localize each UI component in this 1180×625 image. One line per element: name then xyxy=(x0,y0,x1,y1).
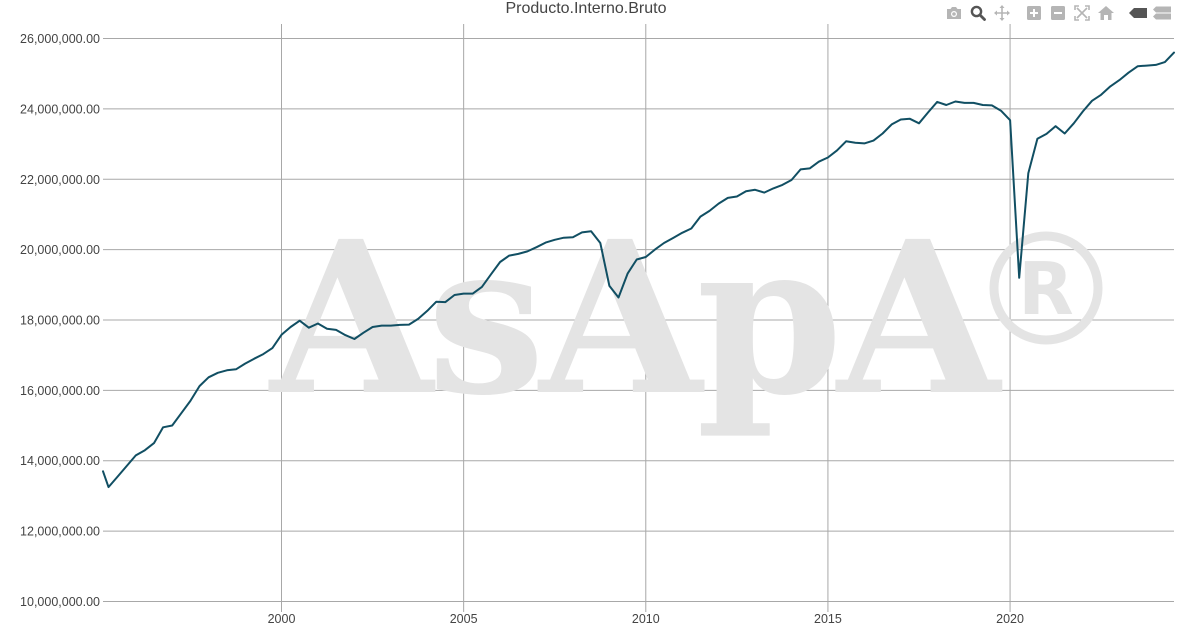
y-tick-label: 24,000,000.00 xyxy=(20,102,100,116)
registered-mark-letter: R xyxy=(1018,247,1073,331)
y-tick-label: 14,000,000.00 xyxy=(20,454,100,468)
y-tick-label: 12,000,000.00 xyxy=(20,525,100,539)
autoscale-icon[interactable] xyxy=(1072,4,1092,22)
registered-mark-icon xyxy=(989,231,1103,345)
y-tick-label: 22,000,000.00 xyxy=(20,173,100,187)
pan-icon[interactable] xyxy=(992,4,1012,22)
x-tick-label: 2015 xyxy=(814,612,842,625)
hover-compare-icon[interactable] xyxy=(1152,4,1172,22)
reset-axes-icon[interactable] xyxy=(1096,4,1116,22)
y-tick-label: 26,000,000.00 xyxy=(20,32,100,46)
series-line[interactable] xyxy=(102,51,1175,489)
hover-closest-icon[interactable] xyxy=(1128,4,1148,22)
watermark-text: AsApA xyxy=(268,195,1003,442)
x-tick-label: 2020 xyxy=(996,612,1024,625)
x-tick-label: 2005 xyxy=(450,612,478,625)
x-tick-label: 2000 xyxy=(268,612,296,625)
zoom-in-icon[interactable] xyxy=(1024,4,1044,22)
y-tick-label: 18,000,000.00 xyxy=(20,314,100,328)
zoom-out-icon[interactable] xyxy=(1048,4,1068,22)
y-tick-label: 16,000,000.00 xyxy=(20,384,100,398)
x-tick-label: 2010 xyxy=(632,612,660,625)
modebar xyxy=(944,3,1176,23)
x-axis-ticks: 2000 2005 2010 2015 2020 xyxy=(268,612,1024,625)
watermark: AsApA R xyxy=(268,195,1103,442)
y-tick-label: 10,000,000.00 xyxy=(20,595,100,609)
zoom-icon[interactable] xyxy=(968,4,988,22)
gridlines xyxy=(103,24,1174,612)
camera-icon[interactable] xyxy=(944,4,964,22)
y-tick-label: 20,000,000.00 xyxy=(20,243,100,257)
series-layer xyxy=(102,51,1175,489)
y-axis-ticks: 10,000,000.00 12,000,000.00 14,000,000.00 1… xyxy=(20,32,100,609)
chart-title: Producto.Interno.Bruto xyxy=(506,0,667,17)
